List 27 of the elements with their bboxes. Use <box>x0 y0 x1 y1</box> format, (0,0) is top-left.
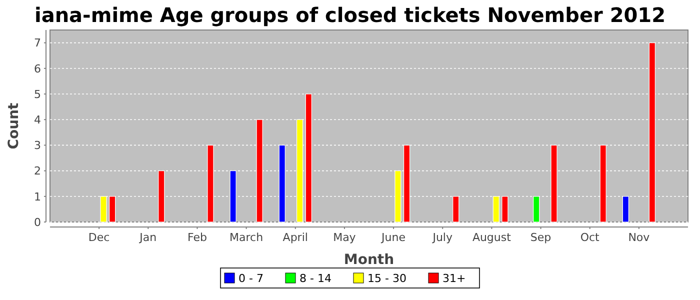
x-tick-label: April <box>282 231 308 244</box>
x-tick-label: June <box>380 231 406 244</box>
y-tick-label: 6 <box>34 62 41 76</box>
x-tick-label: August <box>472 231 512 244</box>
y-axis-title: Count <box>6 102 22 150</box>
x-axis-title: Month <box>344 252 394 268</box>
x-tick-label: May <box>333 231 356 244</box>
y-tick-label: 5 <box>34 88 41 101</box>
chart-title: iana-mime Age groups of closed tickets November 2012 <box>34 3 666 27</box>
y-tick-label: 2 <box>34 164 41 178</box>
y-tick-label: 1 <box>34 190 41 204</box>
x-tick-label: Oct <box>580 231 600 244</box>
x-tick-label: Feb <box>187 231 207 244</box>
y-tick-label: 7 <box>34 36 41 50</box>
y-tick-label: 3 <box>34 139 41 152</box>
x-tick-label: Jan <box>138 231 157 244</box>
legend-label: 8 - 14 <box>300 272 332 285</box>
legend-label: 31+ <box>442 272 466 285</box>
x-tick-label: March <box>230 231 264 244</box>
x-tick-label: Nov <box>628 231 650 244</box>
x-tick-label: Dec <box>88 231 110 244</box>
y-tick-label: 0 <box>34 216 41 229</box>
y-tick-label: 4 <box>34 113 41 126</box>
legend-label: 15 - 30 <box>368 272 406 285</box>
x-tick-label: Sep <box>530 231 552 244</box>
legend-label: 0 - 7 <box>238 272 264 285</box>
x-tick-label: July <box>432 231 453 244</box>
